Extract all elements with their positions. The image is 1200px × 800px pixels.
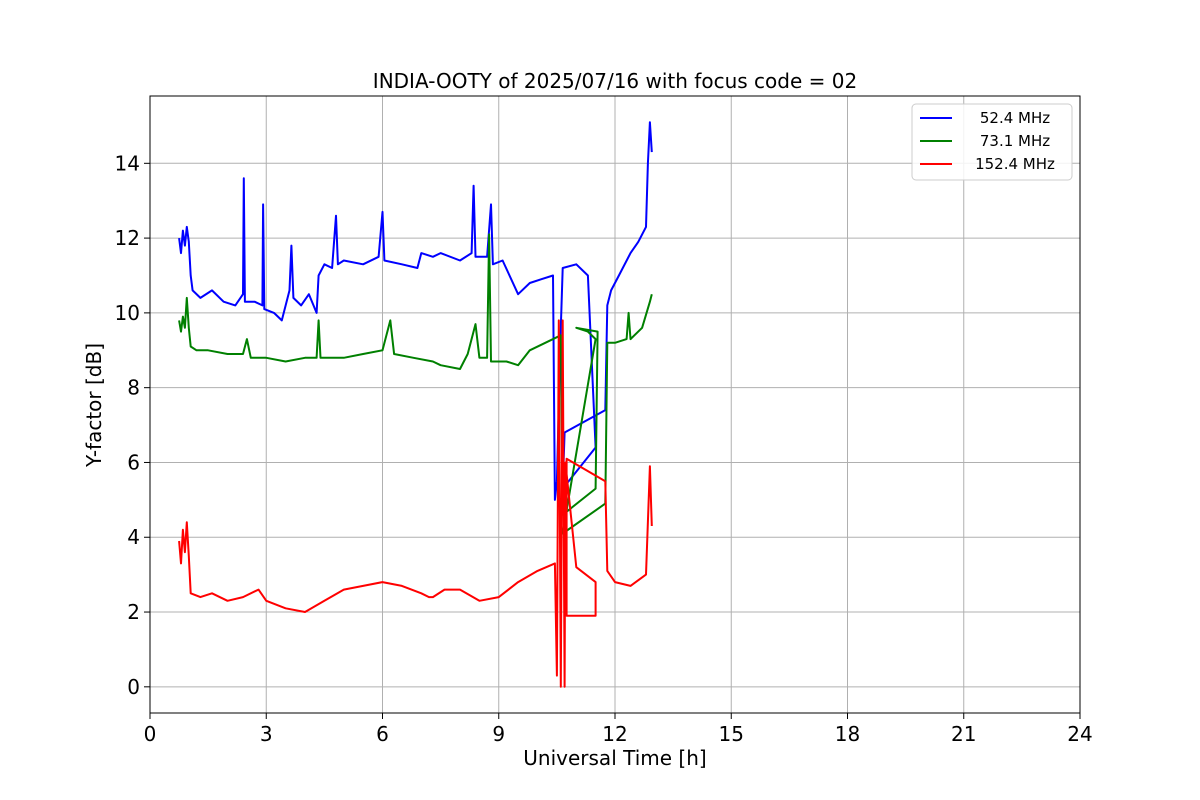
- x-tick-label: 9: [492, 722, 505, 746]
- y-tick-label: 2: [127, 600, 140, 624]
- chart-title: INDIA-OOTY of 2025/07/16 with focus code…: [373, 69, 857, 93]
- legend-box: [911, 103, 1073, 181]
- series-line-2: [178, 319, 653, 688]
- x-tick-label: 3: [260, 722, 273, 746]
- y-tick-label: 8: [127, 376, 140, 400]
- legend: 52.4 MHz 73.1 MHz 152.4 MHz: [911, 103, 1073, 181]
- y-axis-label: Y-factor [dB]: [82, 343, 106, 468]
- x-tick-label: 18: [835, 722, 860, 746]
- legend-label-2: 152.4 MHz: [975, 155, 1055, 173]
- x-tick-label: 21: [951, 722, 976, 746]
- series-line-1: [178, 233, 653, 535]
- x-tick-label: 0: [144, 722, 157, 746]
- x-tick-label: 15: [719, 722, 744, 746]
- y-tick-label: 12: [115, 226, 140, 250]
- legend-label-0: 52.4 MHz: [980, 109, 1050, 127]
- legend-label-1: 73.1 MHz: [980, 132, 1050, 150]
- y-tick-label: 6: [127, 450, 140, 474]
- y-tick-label: 0: [127, 675, 140, 699]
- y-tick-label: 4: [127, 525, 140, 549]
- x-tick-label: 12: [602, 722, 627, 746]
- series-layer: [178, 121, 653, 688]
- y-tick-label: 14: [115, 151, 140, 175]
- y-tick-label: 10: [115, 301, 140, 325]
- x-axis-label: Universal Time [h]: [523, 746, 706, 770]
- x-tick-label: 24: [1067, 722, 1092, 746]
- x-tick-label: 6: [376, 722, 389, 746]
